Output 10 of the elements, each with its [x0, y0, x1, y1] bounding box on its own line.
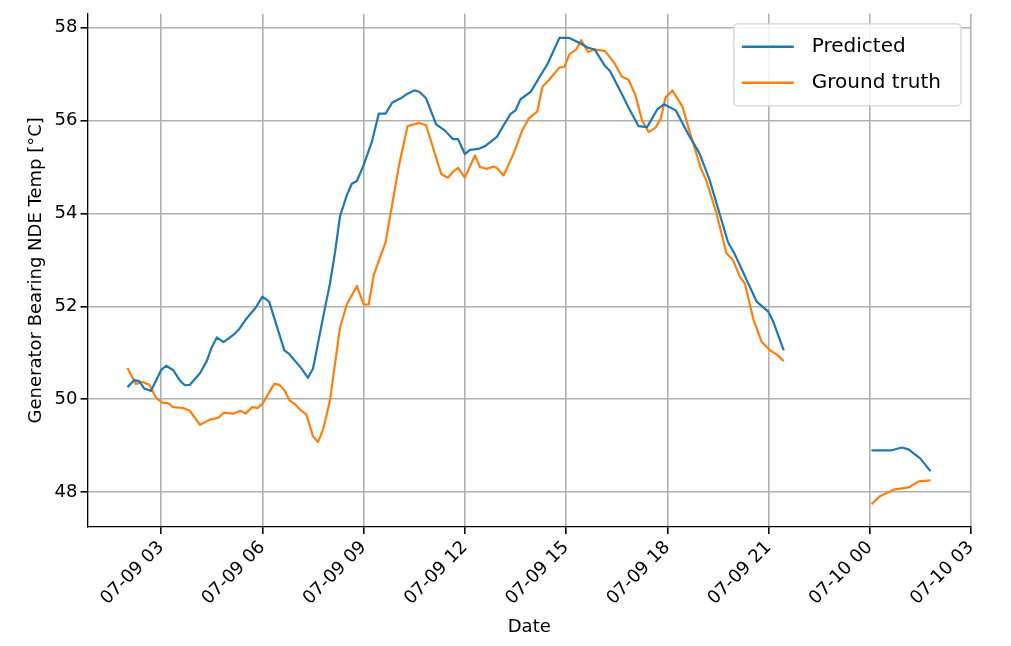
y-tick-label: 48: [54, 479, 78, 501]
y-tick-label: 52: [54, 294, 78, 316]
y-tick-label: 54: [54, 201, 78, 223]
x-axis-title: Date: [507, 614, 551, 636]
y-tick-label: 58: [54, 15, 78, 37]
legend-label: Predicted: [811, 33, 906, 57]
y-tick-label: 50: [54, 386, 78, 408]
legend-label: Ground truth: [811, 69, 942, 93]
y-axis-title: Generator Bearing NDE Temp [°C]: [24, 117, 46, 424]
y-tick-label: 56: [54, 108, 78, 130]
